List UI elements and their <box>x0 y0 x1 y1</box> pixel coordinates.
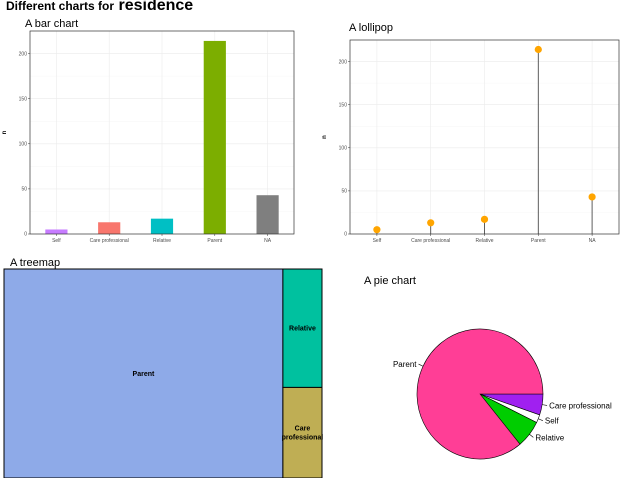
lollipop-xtick-label: Self <box>373 238 382 244</box>
pie-leader-relative <box>529 434 534 438</box>
bar-chart: 0 50 100 150 200 Self Care professional Relativ… <box>2 30 295 244</box>
pie-label-care-professional: Care professional <box>549 401 612 410</box>
treemap-label-parent: Parent <box>133 371 155 378</box>
bar-chart-ylabel: n <box>2 130 8 134</box>
treemap-label-care-professional: Care professional <box>282 426 324 442</box>
bar-chart-bar-self <box>45 229 68 234</box>
lollipop-dot-relative <box>480 215 489 223</box>
bar-chart-title: A bar chart <box>25 18 79 30</box>
treemap-title: A treemap <box>10 257 61 269</box>
lollipop-xtick-label: Relative <box>475 238 493 244</box>
lollipop-ytick-label: 50 <box>341 189 347 195</box>
bar-chart-bar-care-professional <box>98 222 121 234</box>
figure-title-keyword: residence <box>118 0 194 14</box>
bar-chart-ytick-label: 50 <box>21 187 27 193</box>
pie-leader-care-professional <box>542 404 548 406</box>
figure-title-prefix: Different charts for <box>6 0 115 13</box>
lollipop-title: A lollipop <box>349 22 394 34</box>
bar-chart-ytick-label: 0 <box>24 232 27 238</box>
pie-leader-self <box>538 418 543 421</box>
bar-chart-bar-na <box>256 195 279 234</box>
pie-leader-parent <box>418 363 424 367</box>
bar-chart-xtick-label: Care professional <box>90 238 129 244</box>
pie-label-parent: Parent <box>393 360 417 369</box>
figure-title: Different charts for residence <box>6 0 193 15</box>
pie-chart: Care professional Self Relative Parent <box>393 328 612 460</box>
lollipop-dot-care-professional <box>427 219 435 227</box>
bar-chart-xtick-label: Self <box>52 238 61 244</box>
bar-chart-xtick-label: Parent <box>207 238 222 244</box>
treemap-label-relative: Relative <box>289 326 316 333</box>
treemap-tile-parent <box>3 268 284 478</box>
pie-chart-title: A pie chart <box>364 275 416 287</box>
treemap-tile-care-professional <box>282 386 323 478</box>
lollipop-dot-na <box>588 193 596 201</box>
treemap-chart: Parent Relative Care professional <box>3 268 324 478</box>
lollipop-chart: 0 50 100 150 200 Self Care professional Relativ… <box>322 39 620 244</box>
pie-label-self: Self <box>545 417 560 426</box>
lollipop-xtick-label: NA <box>589 238 597 244</box>
lollipop-ytick-label: 0 <box>344 232 347 238</box>
lollipop-xtick-label: Parent <box>531 238 546 244</box>
bar-chart-ytick-label: 100 <box>19 141 28 147</box>
bar-chart-xtick-label: Relative <box>153 238 171 244</box>
lollipop-xtick-label: Care professional <box>411 238 450 244</box>
lollipop-dot-self <box>373 226 381 234</box>
bar-chart-xtick-label: NA <box>264 238 272 244</box>
lollipop-ytick-label: 200 <box>339 59 348 65</box>
bar-chart-bar-relative <box>150 218 174 234</box>
treemap-tile-relative <box>282 268 323 388</box>
lollipop-ylabel: n <box>322 135 328 139</box>
lollipop-dot-parent <box>534 45 542 54</box>
lollipop-ytick-label: 150 <box>339 102 348 108</box>
lollipop-ytick-label: 100 <box>339 145 348 151</box>
pie-slice-parent <box>416 328 544 460</box>
bar-chart-ytick-label: 200 <box>19 51 28 57</box>
bar-chart-ytick-label: 150 <box>19 96 28 102</box>
pie-label-relative: Relative <box>535 433 564 442</box>
bar-chart-bar-parent <box>203 40 226 235</box>
